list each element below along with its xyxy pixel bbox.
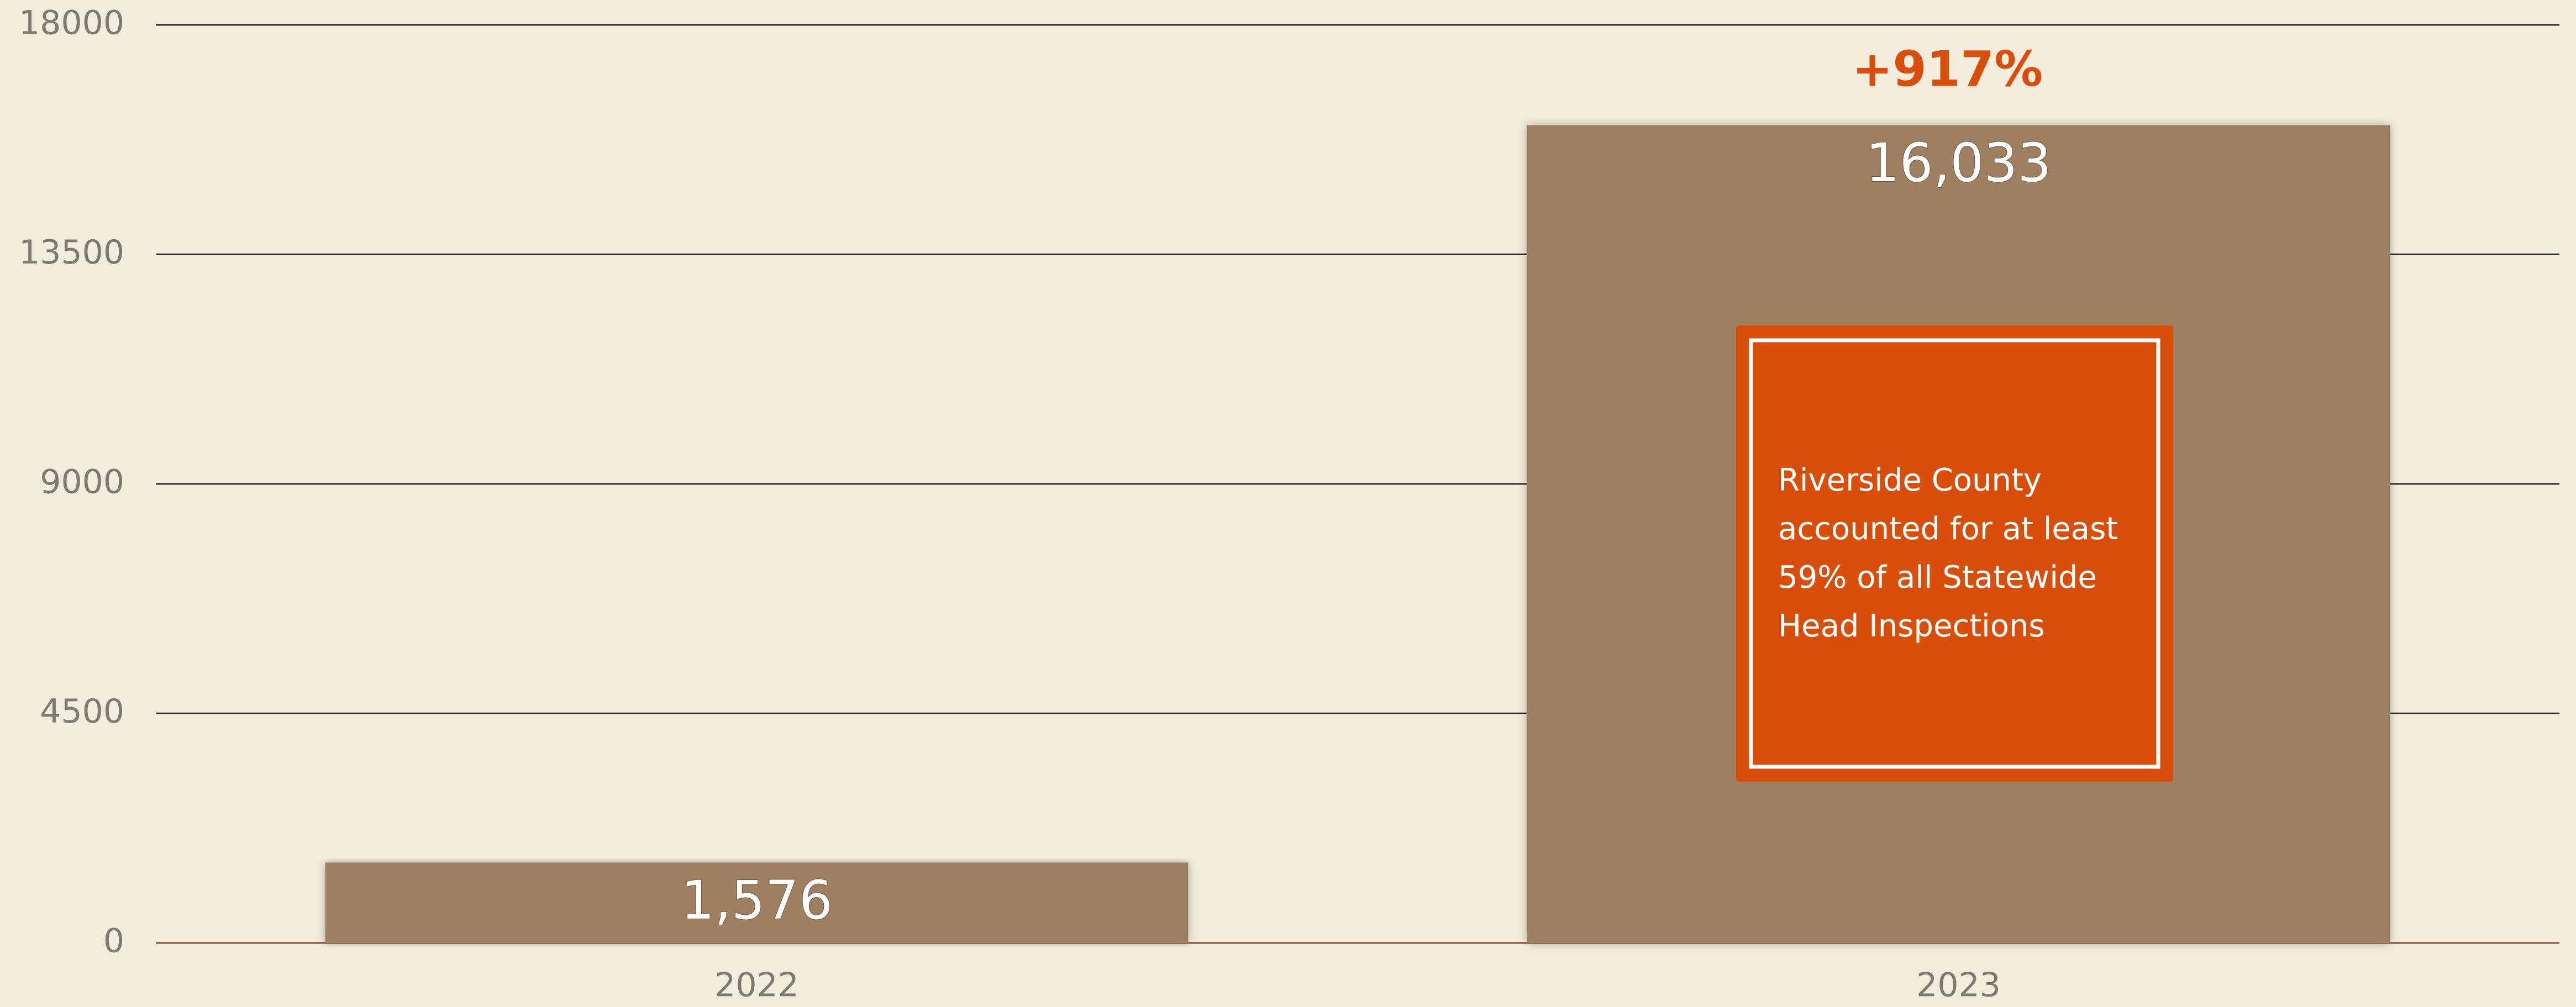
callout-text: 59% of all Statewide (1778, 560, 2097, 595)
callout-border (1749, 338, 2160, 769)
callout-text: Riverside County (1778, 462, 2042, 498)
change-label: +917% (1852, 41, 2043, 98)
y-tick-label: 4500 (40, 692, 124, 731)
value-label: 16,033 (1866, 132, 2052, 194)
y-tick-label: 9000 (40, 463, 124, 502)
y-tick-label: 0 (103, 922, 124, 961)
x-tick-label: 2023 (1916, 966, 2001, 1005)
x-tick-label: 2022 (714, 966, 799, 1005)
y-tick-label: 13500 (19, 233, 124, 272)
y-tick-label: 18000 (19, 4, 124, 43)
callout-box (1736, 325, 2173, 782)
bar (325, 862, 1189, 943)
callout-text: Head Inspections (1778, 608, 2045, 644)
value-label: 1,576 (681, 869, 833, 931)
callout-text: accounted for at least (1778, 511, 2118, 547)
